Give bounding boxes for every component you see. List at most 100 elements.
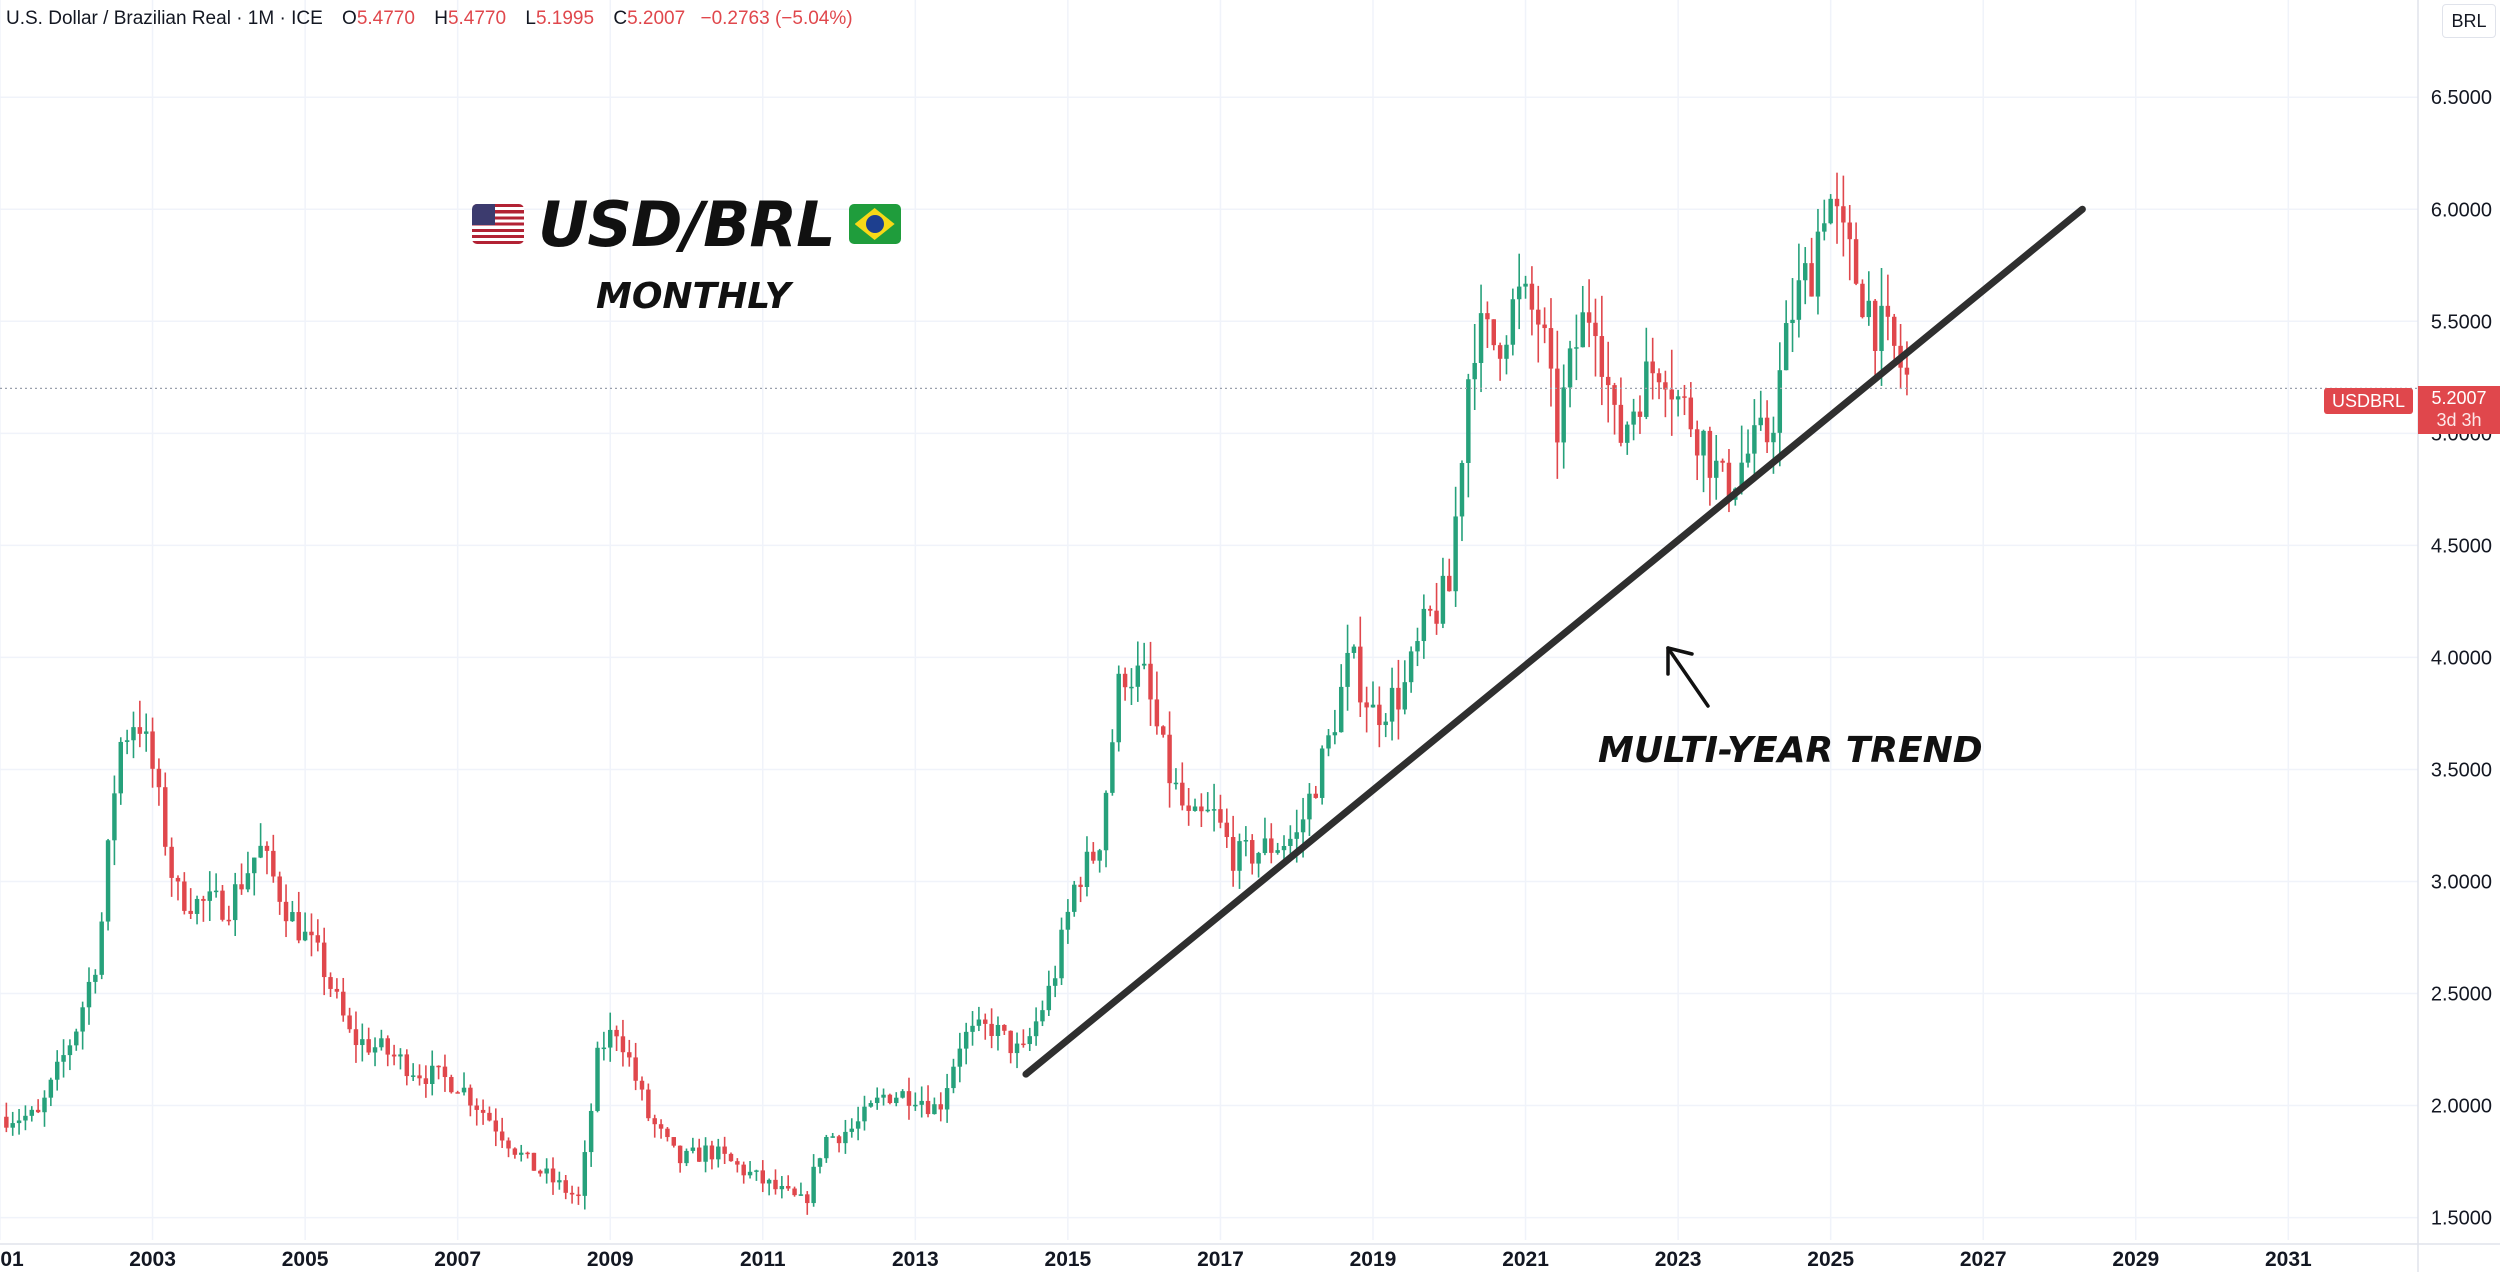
- candle-body: [220, 890, 225, 920]
- candle-body: [1294, 832, 1299, 839]
- candle-body: [321, 942, 327, 978]
- candle-body: [93, 974, 98, 982]
- candle-body: [1764, 417, 1770, 443]
- candle-body: [182, 881, 187, 911]
- candle-body: [163, 787, 168, 847]
- candle-body: [188, 910, 193, 914]
- y-tick-label: 3.5000: [2431, 759, 2492, 781]
- candle-body: [1561, 387, 1566, 443]
- candle-body: [48, 1079, 54, 1098]
- candle-body: [54, 1061, 60, 1080]
- candle-body: [1707, 430, 1713, 478]
- symbol-price-tag: USDBRL: [2324, 388, 2414, 414]
- x-tick-label: 2017: [1197, 1248, 1244, 1271]
- candle-body: [1091, 851, 1096, 861]
- candle-body: [1682, 396, 1687, 398]
- open-label: O: [342, 8, 357, 29]
- currency-button[interactable]: BRL: [2442, 4, 2496, 38]
- candle-body: [817, 1158, 823, 1167]
- candle-body: [951, 1066, 956, 1089]
- candle-body: [1364, 702, 1369, 708]
- candle-body: [404, 1054, 410, 1077]
- candle-body: [474, 1105, 479, 1110]
- candle-body: [519, 1152, 524, 1155]
- candle-body: [849, 1128, 854, 1132]
- candle-body: [1281, 845, 1287, 851]
- candle-body: [207, 891, 212, 901]
- candle-body: [932, 1104, 937, 1115]
- candle-body: [1224, 822, 1230, 838]
- candle-body: [1720, 460, 1725, 463]
- candle-body: [633, 1057, 638, 1081]
- candle-body: [1383, 721, 1388, 726]
- candle-body: [735, 1161, 740, 1165]
- candle-body: [277, 876, 282, 902]
- candle-body: [868, 1103, 874, 1107]
- candle-body: [1701, 430, 1706, 456]
- candle-body: [646, 1089, 651, 1119]
- candle-body: [1154, 699, 1160, 727]
- candle-body: [1497, 345, 1503, 359]
- candle-body: [1135, 665, 1141, 687]
- candle-body: [983, 1019, 988, 1024]
- candle-body: [1097, 850, 1102, 861]
- candle-body: [716, 1146, 721, 1160]
- candle-body: [1402, 682, 1408, 710]
- candle-body: [1466, 379, 1471, 463]
- candle-body: [283, 901, 289, 922]
- candle-body: [74, 1031, 79, 1046]
- candle-body: [1230, 837, 1236, 871]
- candle-body: [61, 1055, 66, 1062]
- candle-body: [1218, 809, 1223, 823]
- x-tick-label: 2013: [892, 1248, 939, 1271]
- high-value: 5.4770: [447, 8, 507, 29]
- candle-body: [290, 912, 295, 922]
- multi-year-trendline[interactable]: [1022, 205, 2086, 1078]
- candle-body: [627, 1052, 632, 1058]
- candle-body: [1396, 687, 1401, 710]
- bar-countdown: 3d 3h: [2436, 410, 2482, 430]
- time-axis[interactable]: 01 2003 2005 2007 2009 2011 2013 2015 2017 2019 20…: [0, 1248, 2312, 1271]
- candle-body: [1853, 239, 1859, 284]
- candle-body: [887, 1094, 893, 1104]
- candle-body: [245, 873, 251, 890]
- candle-body: [468, 1087, 473, 1106]
- candle-body: [487, 1112, 492, 1121]
- candle-body: [1548, 328, 1554, 369]
- candle-body: [1809, 263, 1814, 297]
- y-tick-label: 5.5000: [2431, 311, 2492, 333]
- candle-body: [747, 1171, 753, 1176]
- candle-body: [1300, 819, 1306, 833]
- candle-body: [1783, 323, 1789, 371]
- candle-body: [1675, 396, 1681, 400]
- candle-body: [1453, 516, 1458, 592]
- candle-body: [1161, 726, 1166, 735]
- candle-body: [1256, 853, 1261, 864]
- price-axis[interactable]: 6.50006.00005.50005.00004.50004.00003.50…: [2431, 87, 2492, 1229]
- symbol-header: U.S. Dollar / Brazilian Real · 1M · ICE …: [6, 8, 853, 30]
- candle-body: [741, 1164, 746, 1176]
- candle-body: [4, 1116, 9, 1128]
- chart-title-row: USD/BRL: [472, 188, 901, 261]
- candle-body: [1815, 231, 1821, 297]
- x-tick-label: 2015: [1045, 1248, 1092, 1271]
- candle-body: [302, 931, 308, 941]
- candle-body: [1275, 850, 1280, 853]
- candle-body: [1199, 806, 1204, 812]
- candle-body: [938, 1104, 943, 1110]
- candle-body: [1173, 782, 1179, 785]
- candle-body: [1745, 453, 1751, 463]
- candle-body: [1822, 223, 1827, 232]
- candle-body: [99, 921, 104, 975]
- change-value: −0.2763 (−5.04%): [700, 8, 853, 29]
- y-tick-label: 2.5000: [2431, 984, 2492, 1006]
- candle-body: [1523, 283, 1528, 287]
- candle-body: [499, 1131, 505, 1141]
- candle-body: [862, 1106, 867, 1122]
- candle-body: [436, 1065, 441, 1068]
- candle-body: [29, 1109, 35, 1116]
- candle-body: [417, 1075, 422, 1079]
- pair-name[interactable]: U.S. Dollar / Brazilian Real · 1M · ICE: [6, 8, 323, 29]
- candle-body: [1828, 198, 1833, 224]
